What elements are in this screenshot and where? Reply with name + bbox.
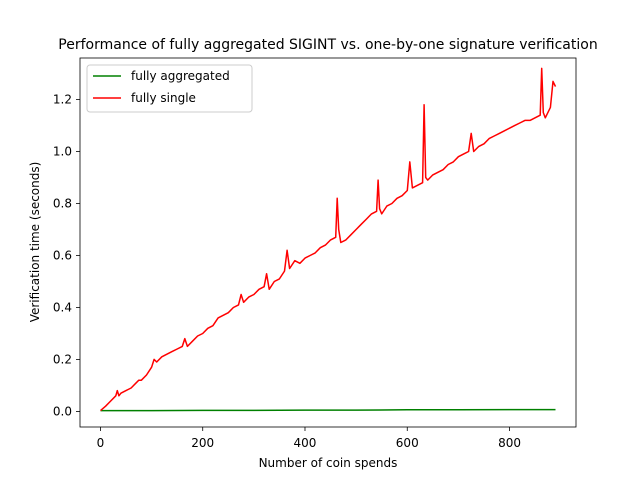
series-line-fully-aggregated bbox=[100, 408, 556, 412]
legend-label-fully-aggregated: fully aggregated bbox=[131, 69, 230, 83]
x-tick-label: 0 bbox=[97, 436, 105, 450]
x-axis-title: Number of coin spends bbox=[259, 456, 398, 470]
series-line-fully-single bbox=[100, 67, 557, 412]
chart-title: Performance of fully aggregated SIGINT v… bbox=[58, 37, 597, 53]
x-tick-label: 200 bbox=[191, 436, 214, 450]
y-tick-label: 0.2 bbox=[53, 352, 72, 366]
x-axis: 0 200 400 600 800 bbox=[97, 427, 521, 450]
x-tick-label: 600 bbox=[396, 436, 419, 450]
y-tick-label: 1.0 bbox=[53, 145, 72, 159]
y-axis: 0.0 0.2 0.4 0.6 0.8 1.0 1.2 bbox=[53, 93, 80, 418]
legend: fully aggregated fully single bbox=[86, 64, 253, 113]
y-tick-label: 0.6 bbox=[53, 248, 72, 262]
y-tick-label: 0.4 bbox=[53, 300, 72, 314]
plot-frame bbox=[79, 57, 577, 428]
x-tick-label: 800 bbox=[498, 436, 521, 450]
y-tick-label: 1.2 bbox=[53, 93, 72, 107]
legend-label-fully-single: fully single bbox=[131, 91, 196, 105]
legend-box bbox=[86, 64, 253, 113]
y-axis-title: Verification time (seconds) bbox=[28, 162, 42, 323]
y-tick-label: 0.0 bbox=[53, 404, 72, 418]
y-tick-label: 0.8 bbox=[53, 197, 72, 211]
x-tick-label: 400 bbox=[294, 436, 317, 450]
plot-area bbox=[100, 67, 557, 412]
